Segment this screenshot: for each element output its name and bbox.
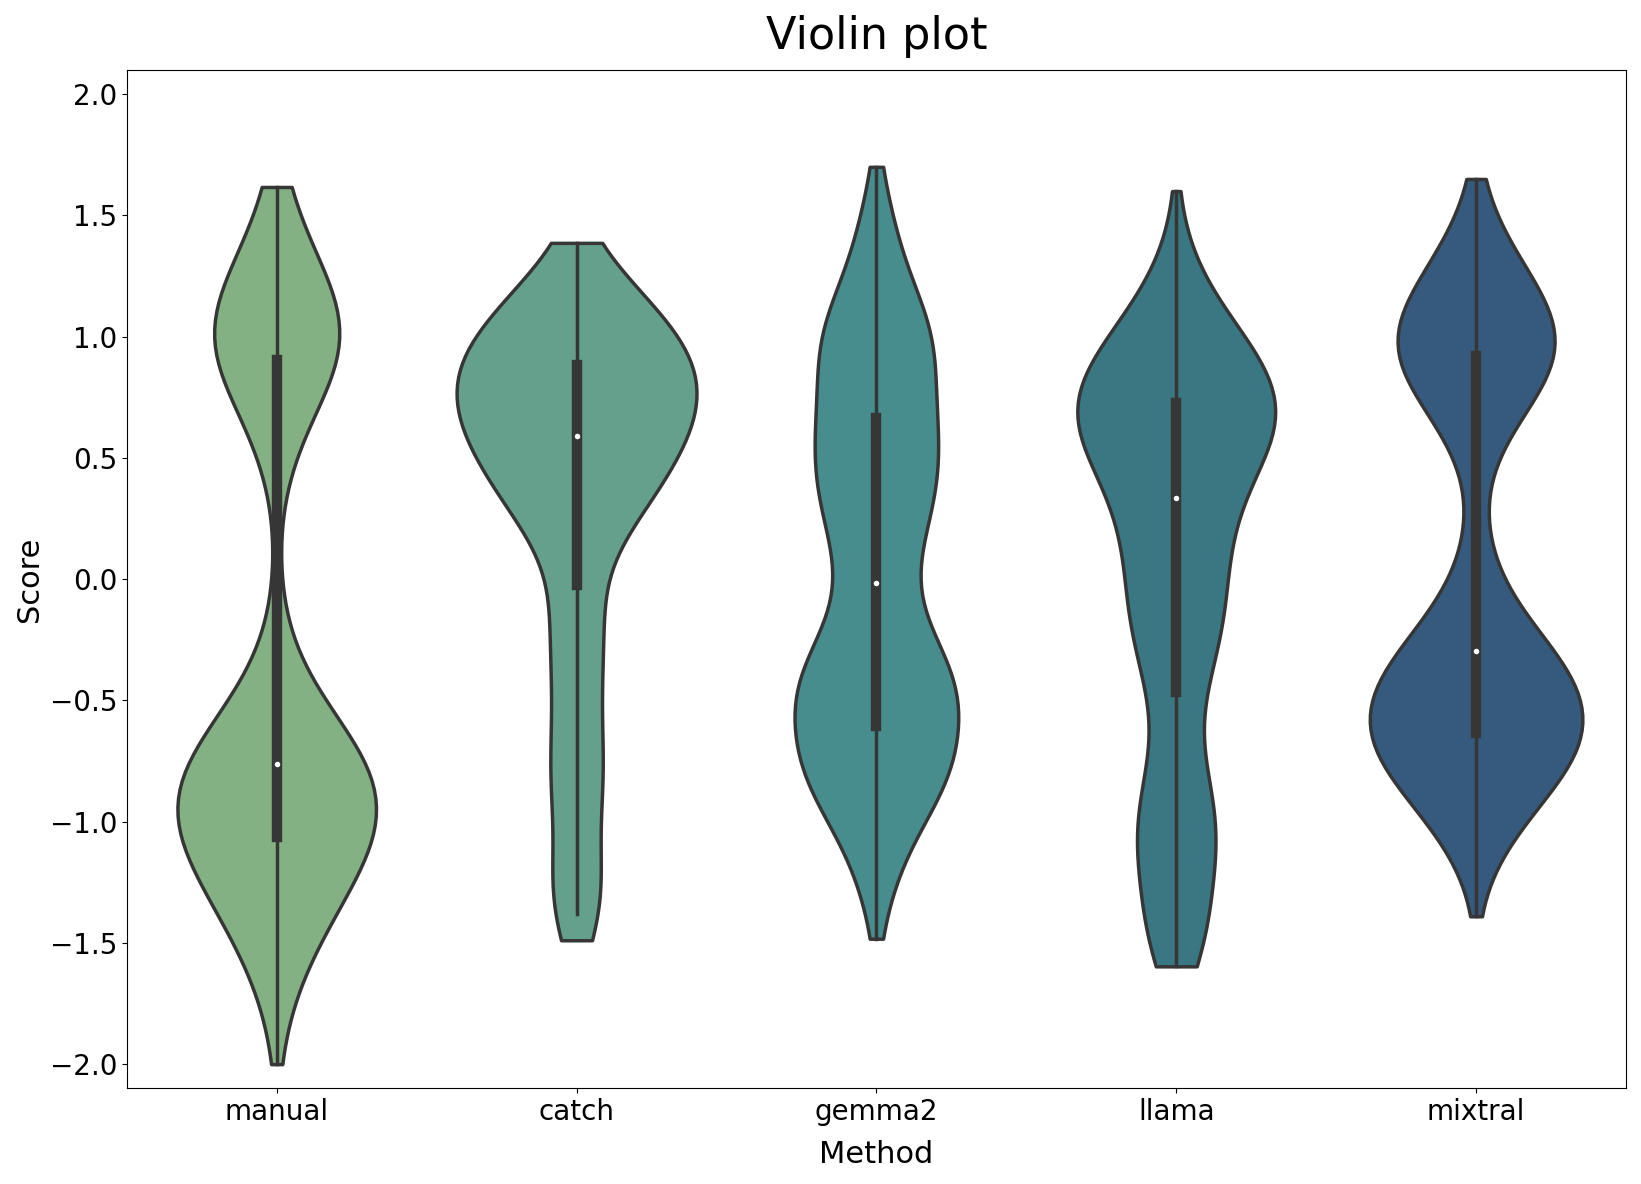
X-axis label: Method: Method: [819, 1140, 934, 1169]
Point: [264, 754, 290, 773]
Point: [563, 426, 589, 445]
Y-axis label: Score: Score: [15, 536, 44, 622]
Point: [1462, 642, 1488, 661]
Title: Violin plot: Violin plot: [766, 15, 988, 58]
Point: [1163, 489, 1190, 508]
Point: [863, 573, 889, 592]
